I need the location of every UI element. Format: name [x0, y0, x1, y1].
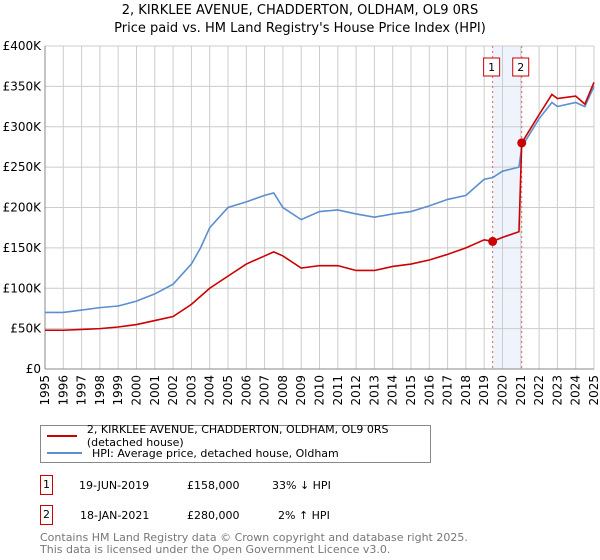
x-tick-label: 2016	[422, 375, 436, 406]
y-tick-label: £200K	[3, 201, 43, 215]
x-tick-label: 2018	[459, 375, 473, 406]
x-tick-label: 1999	[111, 375, 125, 406]
chart-title: 2, KIRKLEE AVENUE, CHADDERTON, OLDHAM, O…	[121, 3, 479, 18]
price: £158,000	[187, 479, 240, 492]
sale-marker-label: 2	[517, 61, 524, 74]
hpi-diff: 33% ↓ HPI	[272, 479, 331, 492]
x-tick-label: 2022	[532, 375, 546, 406]
chart-subtitle: Price paid vs. HM Land Registry's House …	[114, 21, 486, 36]
y-tick-label: £100K	[3, 281, 43, 295]
legend-red-line	[47, 435, 77, 437]
x-tick-label: 1998	[93, 375, 107, 406]
x-tick-label: 1995	[38, 375, 52, 406]
price: £280,000	[187, 509, 240, 522]
x-tick-label: 2009	[294, 375, 308, 406]
footer-copyright: Contains HM Land Registry data © Crown c…	[40, 531, 468, 544]
x-tick-label: 2014	[386, 375, 400, 406]
y-tick-label: £150K	[3, 241, 43, 255]
marker-badge: 1	[40, 475, 53, 495]
x-tick-label: 2006	[239, 375, 253, 406]
x-tick-label: 2001	[148, 375, 162, 406]
x-tick-label: 2000	[130, 375, 144, 406]
sale-marker-label: 1	[488, 61, 495, 74]
marker-badge: 2	[40, 505, 53, 525]
y-tick-label: £400K	[3, 39, 43, 53]
property-price-line	[45, 82, 595, 332]
sale-marker-box	[483, 57, 501, 77]
x-tick-label: 2024	[569, 375, 583, 406]
x-tick-label: 2008	[276, 375, 290, 406]
sale-point	[488, 236, 498, 246]
x-tick-label: 1997	[75, 375, 89, 406]
x-tick-label: 2017	[441, 375, 455, 406]
x-tick-label: 2003	[184, 375, 198, 406]
x-tick-label: 2007	[258, 375, 272, 406]
x-tick-label: 2015	[404, 375, 418, 406]
hpi-diff: 2% ↑ HPI	[278, 509, 330, 522]
sale-point	[517, 138, 527, 148]
y-tick-label: £0	[26, 362, 41, 376]
y-tick-label: £300K	[3, 120, 43, 134]
y-tick-label: £250K	[3, 160, 43, 174]
x-tick-label: 2005	[221, 375, 235, 406]
x-tick-label: 2021	[514, 375, 528, 406]
legend: 2, KIRKLEE AVENUE, CHADDERTON, OLDHAM, O…	[40, 423, 431, 463]
legend-property: 2, KIRKLEE AVENUE, CHADDERTON, OLDHAM, O…	[86, 423, 389, 449]
date: 18-JAN-2021	[80, 509, 150, 522]
y-tick-label: £50K	[10, 322, 42, 336]
x-tick-label: 2019	[477, 375, 491, 406]
x-tick-label: 2010	[313, 375, 327, 406]
x-tick-label: 2002	[166, 375, 180, 406]
x-tick-label: 2013	[367, 375, 381, 406]
x-tick-label: 2025	[587, 375, 600, 406]
legend-hpi: HPI: Average price, detached house, Oldh…	[92, 446, 339, 460]
x-tick-label: 2004	[203, 375, 217, 406]
date: 19-JUN-2019	[79, 479, 150, 492]
legend-blue-line	[47, 452, 82, 454]
sale-marker-box	[512, 57, 530, 77]
x-tick-label: 2020	[496, 375, 510, 406]
x-tick-label: 2011	[331, 375, 345, 406]
price-chart: £0 £50K £100K £150K £200K £250K £300K £350K £400…	[3, 39, 600, 406]
footer-licence: This data is licensed under the Open Gov…	[40, 543, 391, 556]
x-tick-label: 1996	[56, 375, 70, 406]
x-tick-label: 2023	[550, 375, 564, 406]
x-tick-label: 2012	[349, 375, 363, 406]
y-tick-label: £350K	[3, 79, 43, 93]
